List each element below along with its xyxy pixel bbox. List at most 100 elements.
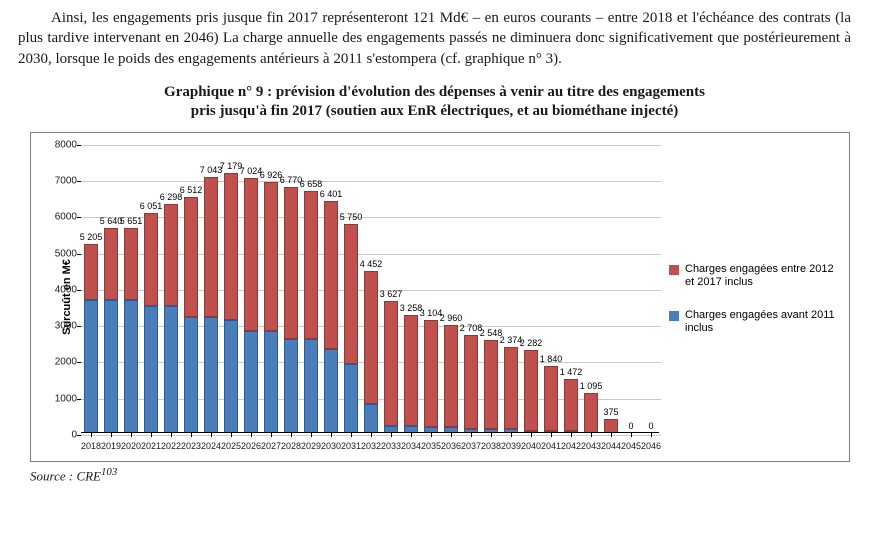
bar-segment-from2012 [544, 366, 558, 431]
bar-segment-from2012 [504, 347, 518, 429]
bar-segment-before2011 [124, 300, 138, 432]
bar-column: 3 104 [424, 320, 438, 433]
x-tick-label: 2036 [441, 441, 461, 451]
y-tick-label: 3000 [41, 321, 77, 332]
bar-segment-from2012 [364, 271, 378, 403]
bar-column: 4 452 [364, 271, 378, 432]
bar-column: 5 205 [84, 244, 98, 433]
bar-segment-from2012 [84, 244, 98, 300]
y-tick-label: 2000 [41, 357, 77, 368]
bar-segment-before2011 [284, 339, 298, 433]
source-footnote: 103 [101, 466, 117, 478]
bar-total-label: 0 [648, 421, 653, 431]
bar-total-label: 4 452 [360, 259, 383, 269]
x-tick-mark [531, 433, 532, 437]
bar-column: 7 179 [224, 173, 238, 433]
x-tick-label: 2043 [581, 441, 601, 451]
bar-total-label: 5 750 [340, 212, 363, 222]
y-tick-label: 0 [41, 429, 77, 440]
bar-segment-before2011 [324, 349, 338, 432]
bar-column: 375 [604, 419, 618, 433]
x-tick-label: 2026 [241, 441, 261, 451]
source-label: Source : CRE [30, 468, 101, 483]
x-tick-label: 2021 [141, 441, 161, 451]
x-tick-label: 2038 [481, 441, 501, 451]
x-tick-label: 2040 [521, 441, 541, 451]
bar-column: 6 051 [144, 213, 158, 432]
x-tick-label: 2033 [381, 441, 401, 451]
x-tick-label: 2029 [301, 441, 321, 451]
gridline [81, 181, 661, 182]
x-tick-mark [131, 433, 132, 437]
y-tick-label: 6000 [41, 212, 77, 223]
bar-column: 2 374 [504, 347, 518, 433]
x-tick-mark [151, 433, 152, 437]
bar-total-label: 2 282 [520, 338, 543, 348]
bar-column: 2 708 [464, 335, 478, 433]
bar-total-label: 1 472 [560, 367, 583, 377]
x-tick-label: 2046 [641, 441, 661, 451]
bar-column: 3 258 [404, 315, 418, 433]
x-tick-label: 2027 [261, 441, 281, 451]
bar-segment-from2012 [424, 320, 438, 427]
bar-column: 2 548 [484, 340, 498, 432]
x-tick-mark [651, 433, 652, 437]
bar-column: 6 770 [284, 187, 298, 432]
x-tick-label: 2022 [161, 441, 181, 451]
bar-column: 3 627 [384, 301, 398, 432]
x-tick-mark [171, 433, 172, 437]
bar-total-label: 1 095 [580, 381, 603, 391]
bar-segment-from2012 [144, 213, 158, 305]
bar-segment-before2011 [224, 320, 238, 432]
x-tick-mark [311, 433, 312, 437]
x-tick-label: 2019 [101, 441, 121, 451]
bar-column: 6 658 [304, 191, 318, 432]
plot-area: 01000200030004000500060007000800020185 2… [81, 145, 661, 433]
x-tick-mark [191, 433, 192, 437]
x-tick-label: 2032 [361, 441, 381, 451]
bar-total-label: 6 051 [140, 201, 163, 211]
bar-segment-before2011 [364, 404, 378, 433]
bar-segment-before2011 [144, 306, 158, 433]
bar-column: 7 024 [244, 178, 258, 433]
bar-total-label: 6 401 [320, 189, 343, 199]
y-tick-label: 8000 [41, 139, 77, 150]
bar-total-label: 6 512 [180, 185, 203, 195]
body-paragraph: Ainsi, les engagements pris jusque fin 2… [18, 8, 851, 69]
x-tick-mark [571, 433, 572, 437]
bar-segment-from2012 [244, 178, 258, 331]
x-tick-label: 2020 [121, 441, 141, 451]
bar-column: 6 298 [164, 204, 178, 432]
y-tick-label: 7000 [41, 176, 77, 187]
x-tick-label: 2018 [81, 441, 101, 451]
bar-segment-from2012 [304, 191, 318, 338]
bar-segment-from2012 [524, 350, 538, 431]
bar-segment-from2012 [444, 325, 458, 427]
x-tick-mark [331, 433, 332, 437]
bar-segment-from2012 [384, 301, 398, 425]
bar-column: 2 282 [524, 350, 538, 433]
y-tick-mark [77, 290, 81, 291]
y-tick-mark [77, 254, 81, 255]
bar-segment-from2012 [264, 182, 278, 332]
x-tick-mark [111, 433, 112, 437]
y-tick-mark [77, 326, 81, 327]
legend-item-before2011: Charges engagées avant 2011 inclus [669, 309, 839, 335]
bar-segment-from2012 [344, 224, 358, 364]
bar-column: 1 095 [584, 393, 598, 433]
x-tick-mark [371, 433, 372, 437]
figure-title-line2: pris jusqu'à fin 2017 (soutien aux EnR é… [191, 103, 679, 119]
x-tick-label: 2034 [401, 441, 421, 451]
x-tick-mark [91, 433, 92, 437]
legend-item-from2012: Charges engagées entre 2012 et 2017 incl… [669, 263, 839, 289]
x-tick-label: 2025 [221, 441, 241, 451]
chart-frame: Surcuût en M€ 01000200030004000500060007… [30, 132, 850, 462]
figure-source: Source : CRE103 [30, 466, 851, 484]
bar-segment-before2011 [104, 300, 118, 432]
bar-segment-from2012 [604, 419, 618, 433]
bar-segment-from2012 [124, 228, 138, 301]
x-tick-mark [291, 433, 292, 437]
x-tick-label: 2039 [501, 441, 521, 451]
x-tick-mark [231, 433, 232, 437]
x-tick-label: 2042 [561, 441, 581, 451]
